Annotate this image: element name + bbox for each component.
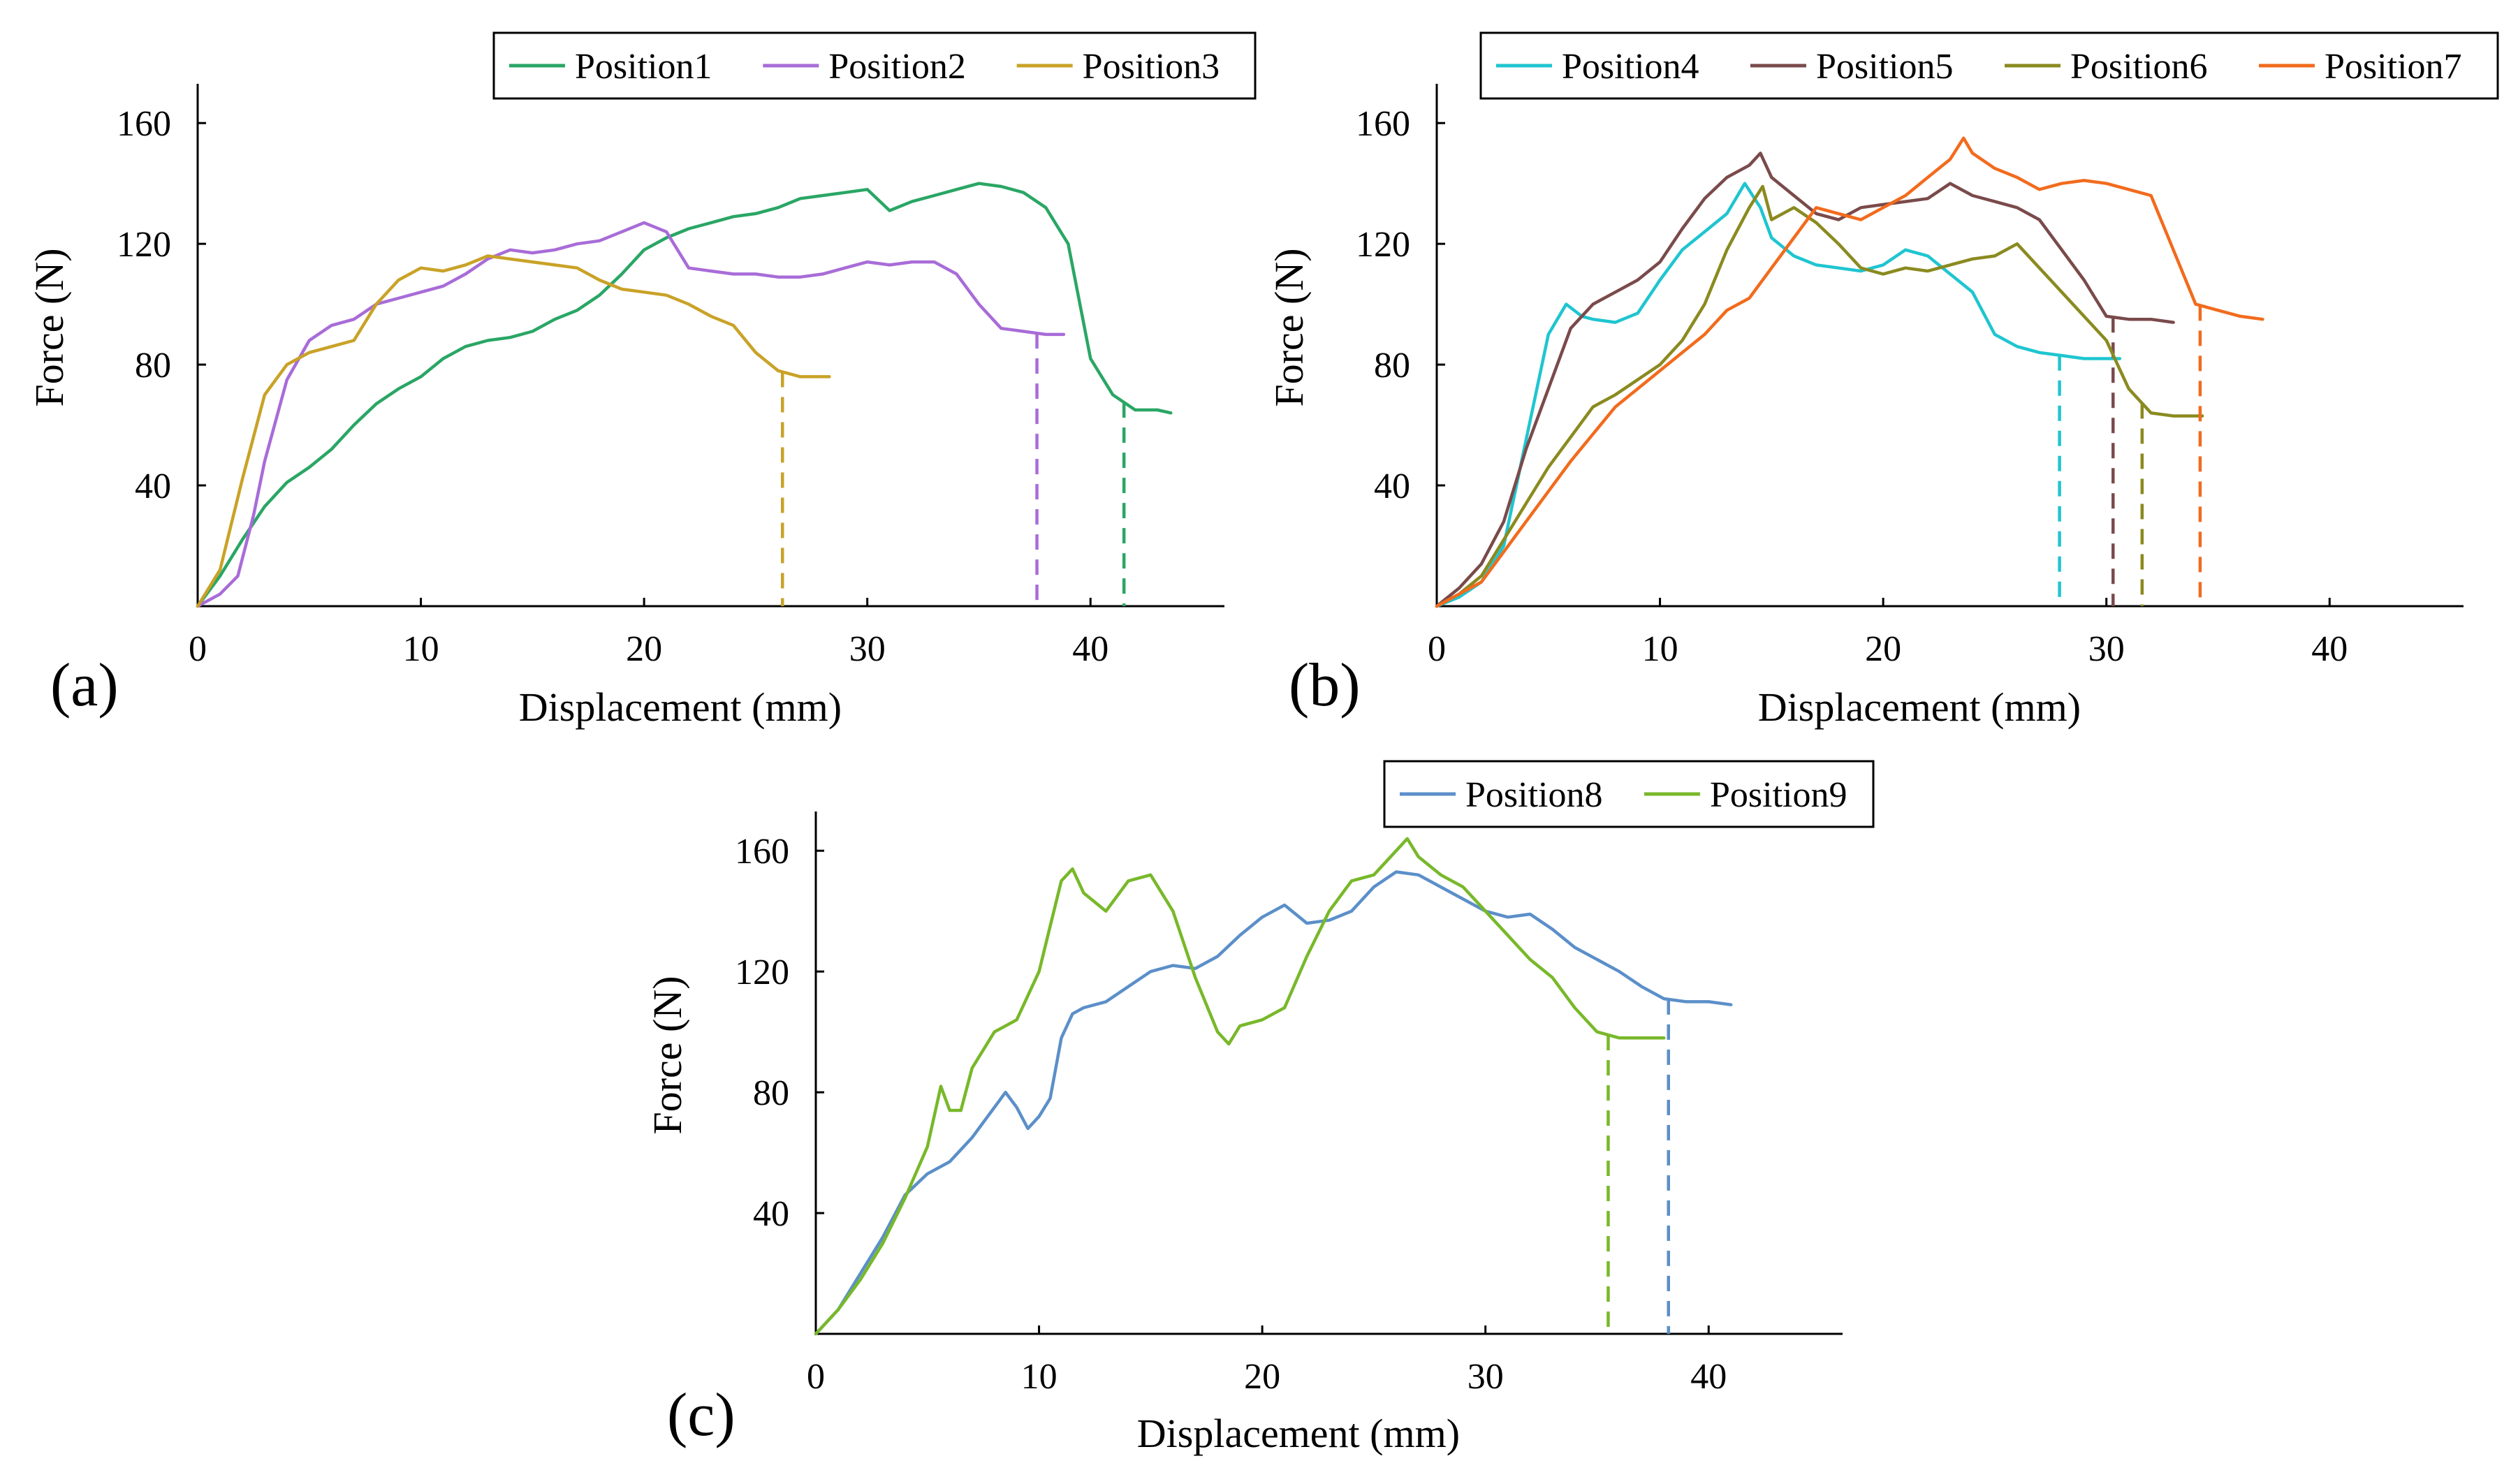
legend: Position4 Position5 Position6 Position7 (1479, 31, 2499, 100)
legend-entry: Position6 (2070, 47, 2208, 87)
legend-box (1479, 31, 2499, 100)
legend-entry: Position8 (1465, 775, 1603, 815)
x-axis-label: Displacement (mm) (519, 684, 842, 730)
y-tick-label: 40 (135, 466, 171, 506)
series-line-position3 (196, 254, 831, 608)
series-line-position4 (1435, 182, 2122, 608)
legend-entry: Position2 (828, 47, 966, 87)
x-tick-label: 10 (403, 629, 439, 669)
y-axis-label: Force (N) (645, 976, 690, 1134)
x-tick-label: 10 (1642, 629, 1678, 669)
x-tick-label: 40 (1690, 1357, 1727, 1397)
legend-entry: Position5 (1816, 47, 1954, 87)
panel-label: (b) (1289, 652, 1361, 719)
y-tick-label: 120 (735, 953, 789, 992)
y-tick-label: 160 (735, 832, 789, 872)
x-tick-label: 30 (1467, 1357, 1504, 1397)
x-tick-label: 0 (807, 1357, 825, 1397)
panel-label: (a) (50, 652, 119, 719)
legend-entry: Position3 (1083, 47, 1220, 87)
x-tick-label: 20 (1244, 1357, 1280, 1397)
x-tick-label: 0 (189, 629, 207, 669)
chart-panel-2: 0 10 20 30 40 40 80 120 160 Displacement (mm) Forc… (1266, 31, 2499, 730)
series-line-position7 (1435, 136, 2264, 608)
series-line-position9 (814, 837, 1666, 1336)
series-line-position2 (196, 221, 1066, 608)
y-tick-label: 80 (753, 1073, 789, 1113)
legend-entry: Position9 (1710, 775, 1847, 815)
x-tick-label: 0 (1428, 629, 1446, 669)
x-tick-label: 10 (1021, 1357, 1057, 1397)
x-tick-label: 30 (849, 629, 886, 669)
y-axis-label: Force (N) (1266, 248, 1312, 406)
series-line-position6 (1435, 184, 2204, 608)
y-tick-label: 120 (1356, 225, 1410, 265)
legend-box (1383, 760, 1875, 828)
chart-panel-3: 0 10 20 30 40 40 80 120 160 Displacement (mm) Forc… (645, 760, 1875, 1456)
series-line-position5 (1435, 152, 2175, 608)
legend-entry: Position7 (2325, 47, 2462, 87)
x-tick-label: 20 (1865, 629, 1901, 669)
legend: Position8 Position9 (1383, 760, 1875, 828)
y-tick-label: 80 (135, 346, 171, 385)
x-tick-label: 40 (1072, 629, 1108, 669)
x-tick-label: 30 (2088, 629, 2125, 669)
y-tick-label: 160 (117, 104, 171, 144)
x-axis-label: Displacement (mm) (1137, 1411, 1460, 1456)
y-tick-label: 80 (1374, 346, 1410, 385)
chart-panel-1: 0 10 20 30 40 40 80 120 160 Displacement (mm) Forc… (27, 31, 1257, 730)
y-tick-label: 160 (1356, 104, 1410, 144)
series-line-position1 (196, 182, 1173, 608)
legend-entry: Position1 (575, 47, 712, 87)
panel-label: (c) (667, 1381, 735, 1449)
y-tick-label: 40 (753, 1194, 789, 1234)
legend-entry: Position4 (1562, 47, 1699, 87)
x-tick-label: 20 (626, 629, 662, 669)
legend-box (492, 31, 1257, 100)
y-tick-label: 40 (1374, 466, 1410, 506)
x-axis-label: Displacement (mm) (1758, 684, 2081, 730)
legend: Position1 Position2 Position3 (492, 31, 1257, 100)
y-axis-label: Force (N) (27, 248, 72, 406)
series-line-position8 (814, 870, 1733, 1336)
y-tick-label: 120 (117, 225, 171, 265)
x-tick-label: 40 (2311, 629, 2348, 669)
